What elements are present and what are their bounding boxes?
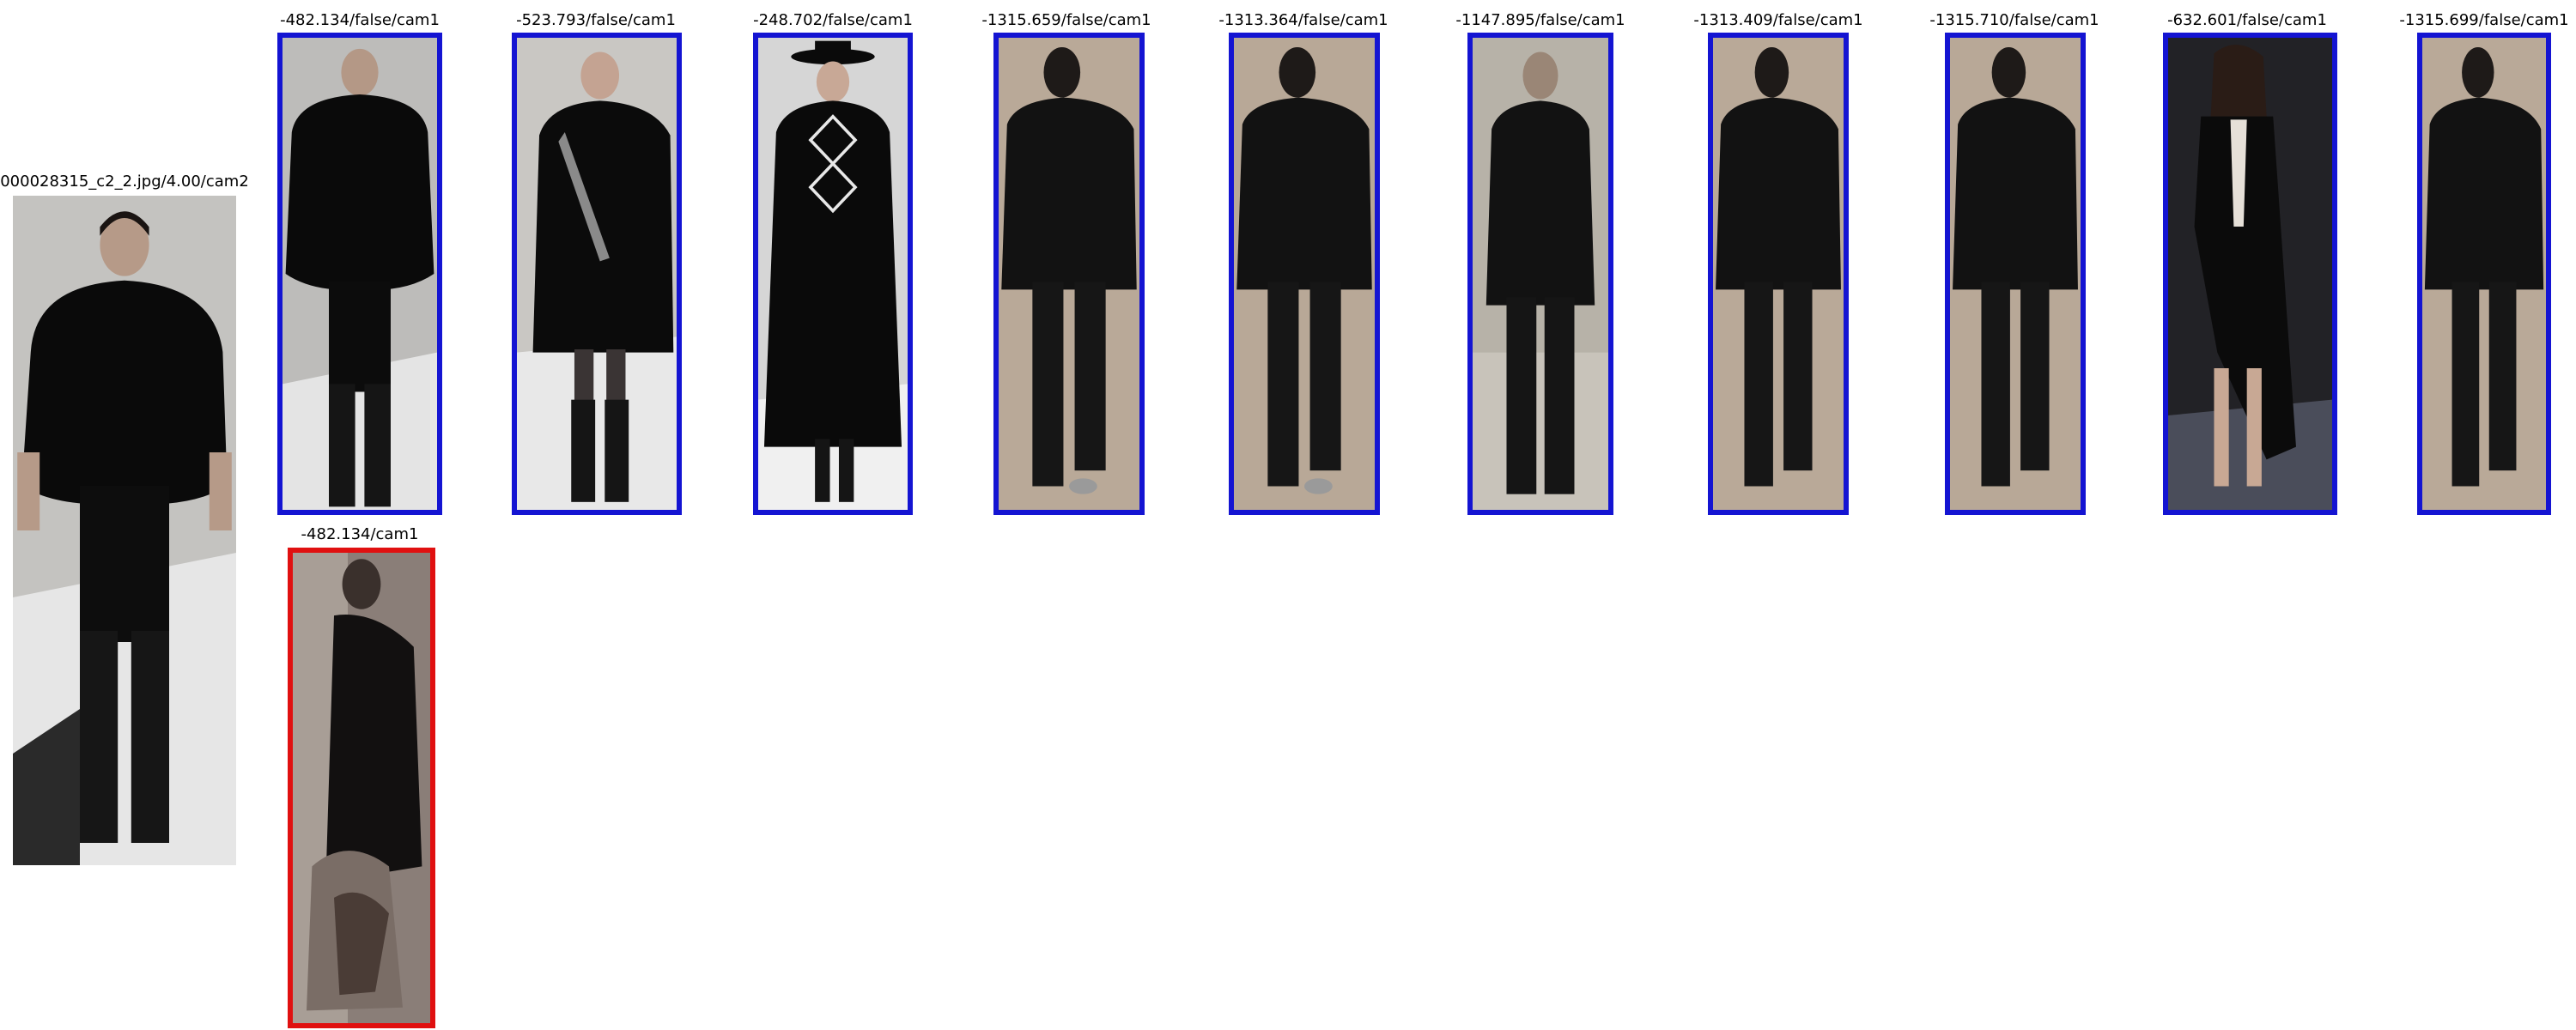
person-photo-icon <box>999 38 1139 510</box>
rank-result-7[interactable] <box>1708 33 1849 515</box>
rank-caption-8: -1315.710/false/cam1 <box>1929 11 2099 29</box>
rank-result-9[interactable] <box>2163 33 2337 515</box>
rank-caption-7: -1313.409/false/cam1 <box>1693 11 1863 29</box>
rank-result-6[interactable] <box>1467 33 1613 515</box>
person-photo-icon <box>1713 38 1844 510</box>
second-row-caption-1: -482.134/cam1 <box>301 525 419 543</box>
rank-caption-9: -632.601/false/cam1 <box>2167 11 2327 29</box>
rank-caption-10: -1315.699/false/cam1 <box>2399 11 2569 29</box>
query-person-icon <box>13 196 236 865</box>
rank-caption-3: -248.702/false/cam1 <box>753 11 913 29</box>
rank-result-10[interactable] <box>2417 33 2551 515</box>
query-caption: 000028315_c2_2.jpg/4.00/cam2 <box>0 173 249 191</box>
person-photo-icon <box>1950 38 2081 510</box>
second-row-result-1[interactable] <box>288 548 435 1028</box>
rank-result-1[interactable] <box>277 33 442 515</box>
person-photo-icon <box>758 38 908 510</box>
person-photo-icon <box>517 38 677 510</box>
rank-caption-5: -1313.364/false/cam1 <box>1218 11 1388 29</box>
rank-result-4[interactable] <box>993 33 1145 515</box>
query-image <box>13 196 236 865</box>
rank-caption-6: -1147.895/false/cam1 <box>1455 11 1625 29</box>
person-photo-icon <box>2168 38 2332 510</box>
person-photo-icon <box>1473 38 1608 510</box>
person-photo-icon <box>283 38 437 510</box>
rank-result-5[interactable] <box>1229 33 1380 515</box>
rank-caption-2: -523.793/false/cam1 <box>516 11 676 29</box>
rank-caption-1: -482.134/false/cam1 <box>280 11 440 29</box>
rank-result-2[interactable] <box>512 33 682 515</box>
person-photo-icon <box>293 553 430 1023</box>
rank-result-8[interactable] <box>1945 33 2086 515</box>
person-photo-icon <box>1234 38 1375 510</box>
rank-caption-4: -1315.659/false/cam1 <box>981 11 1151 29</box>
rank-result-3[interactable] <box>753 33 913 515</box>
person-photo-icon <box>2422 38 2546 510</box>
